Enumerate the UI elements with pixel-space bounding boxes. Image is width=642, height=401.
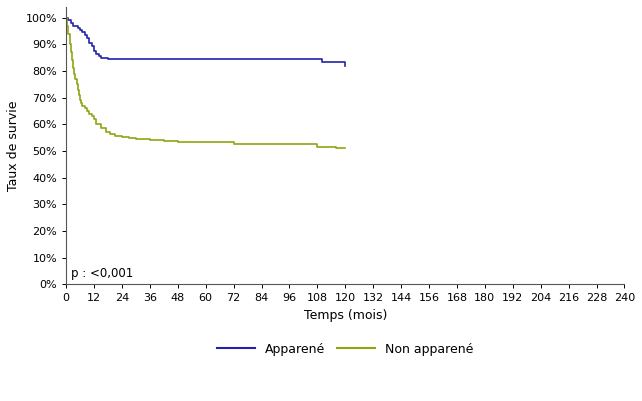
Text: p : <0,001: p : <0,001 — [71, 267, 133, 280]
X-axis label: Temps (mois): Temps (mois) — [304, 309, 387, 322]
Legend: Apparené, Non apparené: Apparené, Non apparené — [213, 338, 478, 360]
Y-axis label: Taux de survie: Taux de survie — [7, 100, 20, 191]
